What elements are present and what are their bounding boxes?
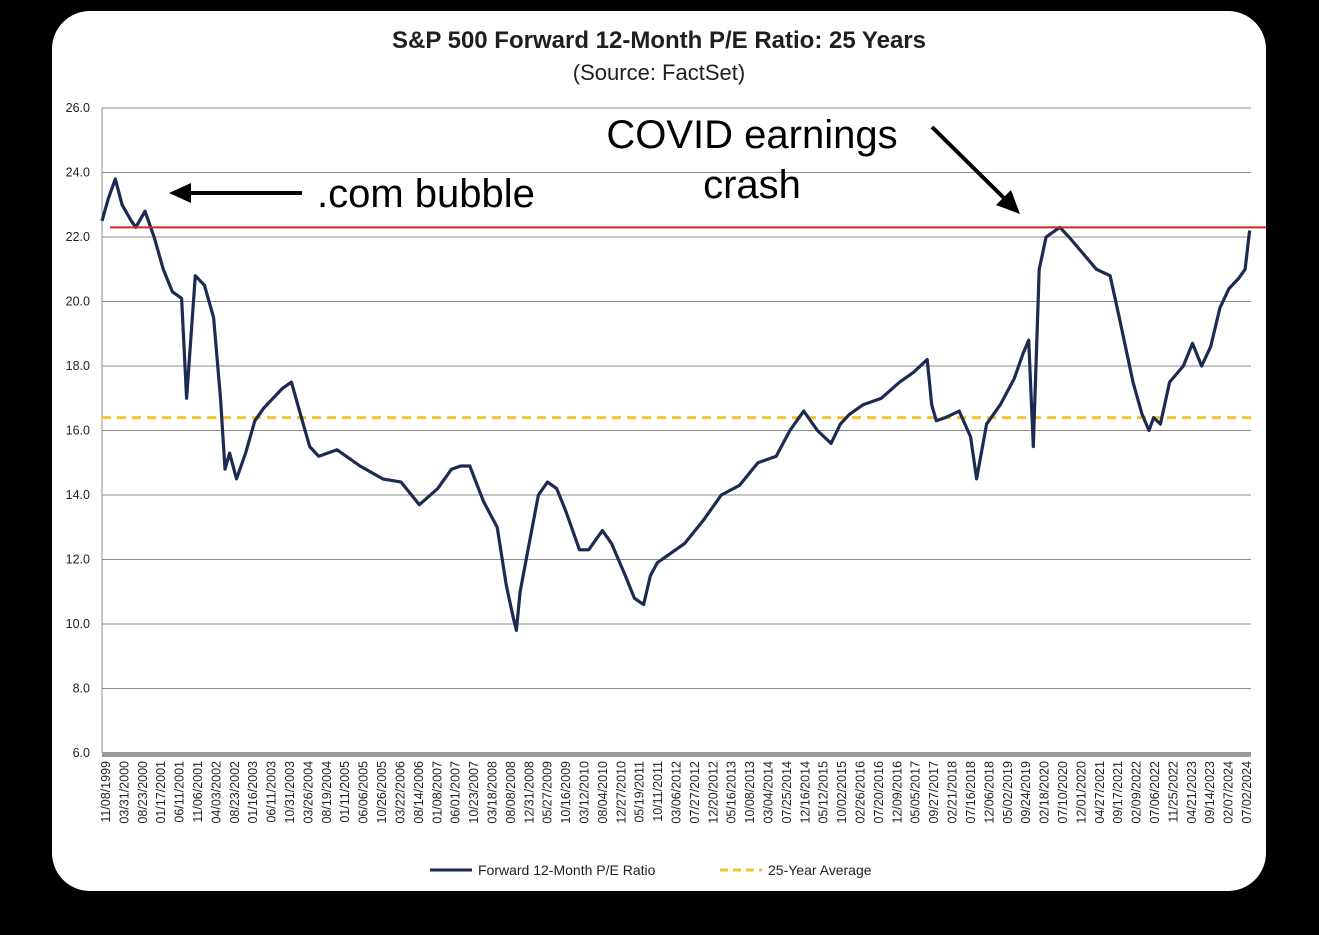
pe-ratio-chart: S&P 500 Forward 12-Month P/E Ratio: 25 Y…	[66, 27, 1266, 878]
y-axis-ticks: 6.0 8.0 10.0 12.0 14.0 16.0 18.0 20.0 22.0 24.0 26…	[66, 101, 90, 760]
x-axis	[102, 752, 1251, 757]
x-tick-label: 02/18/2020	[1038, 761, 1052, 824]
x-tick-label: 03/06/2012	[670, 761, 684, 824]
x-tick-label: 10/16/2009	[559, 761, 573, 824]
x-tick-label: 10/23/2007	[467, 761, 481, 824]
x-tick-label: 08/19/2004	[320, 761, 334, 824]
y-tick-label: 6.0	[73, 746, 90, 760]
x-tick-label: 06/11/2001	[173, 761, 187, 823]
y-tick-label: 16.0	[66, 424, 90, 438]
x-tick-label: 12/01/2020	[1074, 761, 1088, 824]
x-tick-label: 10/11/2011	[651, 761, 665, 822]
x-tick-label: 01/11/2005	[338, 761, 352, 823]
x-tick-label: 06/01/2007	[449, 761, 463, 824]
legend-pe-label: Forward 12-Month P/E Ratio	[478, 862, 656, 878]
x-tick-label: 08/23/2002	[228, 761, 242, 824]
annotation-bubble: .com bubble	[169, 172, 535, 216]
chart-subtitle: (Source: FactSet)	[573, 60, 745, 85]
y-tick-label: 14.0	[66, 488, 90, 502]
x-tick-label: 08/23/2000	[136, 761, 150, 824]
x-tick-label: 09/17/2021	[1111, 761, 1125, 824]
y-tick-label: 8.0	[73, 682, 90, 696]
x-tick-label: 03/26/2004	[301, 761, 315, 824]
bubble-annotation: .com bubble	[317, 172, 535, 216]
x-tick-label: 07/10/2020	[1056, 761, 1070, 824]
y-tick-label: 24.0	[66, 166, 90, 180]
x-tick-label: 10/26/2005	[375, 761, 389, 824]
legend-average-label: 25-Year Average	[768, 862, 872, 878]
x-tick-label: 10/02/2015	[835, 761, 849, 824]
x-tick-label: 02/26/2016	[854, 761, 868, 824]
x-tick-label: 09/24/2019	[1019, 761, 1033, 824]
pe-series	[100, 177, 1252, 632]
covid-annotation-line1: COVID earnings	[606, 113, 897, 157]
y-tick-label: 26.0	[66, 101, 90, 115]
x-tick-label: 08/14/2006	[412, 761, 426, 824]
x-axis-ticks: 11/08/1999 03/31/2000 08/23/2000 01/17/2001…	[99, 761, 1254, 824]
x-tick-label: 09/14/2023	[1203, 761, 1217, 824]
x-tick-label: 09/27/2017	[927, 761, 941, 824]
x-tick-label: 04/03/2002	[209, 761, 223, 824]
x-tick-label: 03/31/2000	[117, 761, 131, 824]
x-tick-label: 08/08/2008	[504, 761, 518, 824]
x-tick-label: 03/22/2006	[394, 761, 408, 824]
y-tick-label: 18.0	[66, 359, 90, 373]
x-tick-label: 07/20/2016	[872, 761, 886, 824]
x-tick-label: 11/25/2022	[1166, 761, 1180, 823]
x-tick-label: 08/04/2010	[596, 761, 610, 824]
x-tick-label: 10/31/2003	[283, 761, 297, 824]
x-tick-label: 01/08/2007	[430, 761, 444, 824]
covid-annotation-line2: crash	[703, 163, 801, 207]
annotation-covid: COVID earnings crash	[606, 113, 1020, 214]
x-tick-label: 11/08/1999	[99, 761, 113, 823]
y-tick-label: 20.0	[66, 295, 90, 309]
x-tick-label: 10/08/2013	[743, 761, 757, 824]
x-tick-label: 12/06/2018	[982, 761, 996, 824]
x-tick-label: 01/17/2001	[154, 761, 168, 824]
x-axis-band	[102, 752, 1251, 757]
chart-title: S&P 500 Forward 12-Month P/E Ratio: 25 Y…	[392, 27, 926, 54]
x-tick-label: 07/16/2018	[964, 761, 978, 824]
grid-lines	[101, 107, 1251, 753]
x-tick-label: 05/16/2013	[725, 761, 739, 824]
x-tick-label: 01/16/2003	[246, 761, 260, 824]
x-tick-label: 07/06/2022	[1148, 761, 1162, 824]
x-tick-label: 03/18/2008	[486, 761, 500, 824]
pe-series-line	[100, 177, 1252, 632]
x-tick-label: 02/09/2022	[1130, 761, 1144, 824]
x-tick-label: 03/12/2010	[578, 761, 592, 824]
chart-card: S&P 500 Forward 12-Month P/E Ratio: 25 Y…	[52, 11, 1266, 891]
x-tick-label: 07/02/2024	[1240, 761, 1254, 824]
covid-arrow-shaft	[930, 125, 1009, 203]
x-tick-label: 12/20/2012	[706, 761, 720, 824]
x-tick-label: 05/02/2019	[1001, 761, 1015, 824]
x-tick-label: 11/06/2001	[191, 761, 205, 823]
x-tick-label: 04/27/2021	[1093, 761, 1107, 824]
x-tick-label: 05/05/2017	[909, 761, 923, 824]
y-tick-label: 10.0	[66, 617, 90, 631]
x-tick-label: 12/31/2008	[522, 761, 536, 824]
x-tick-label: 07/27/2012	[688, 761, 702, 824]
y-tick-label: 12.0	[66, 553, 90, 567]
x-tick-label: 06/11/2003	[265, 761, 279, 823]
x-tick-label: 07/25/2014	[780, 761, 794, 824]
x-tick-label: 12/09/2016	[890, 761, 904, 824]
x-tick-label: 04/21/2023	[1185, 761, 1199, 824]
x-tick-label: 02/21/2018	[946, 761, 960, 824]
covid-arrow-head	[996, 190, 1020, 214]
x-tick-label: 12/16/2014	[798, 761, 812, 824]
x-tick-label: 05/19/2011	[633, 761, 647, 823]
x-tick-label: 12/27/2010	[614, 761, 628, 824]
x-tick-label: 03/04/2014	[762, 761, 776, 824]
x-tick-label: 02/07/2024	[1222, 761, 1236, 824]
x-tick-label: 05/27/2009	[541, 761, 555, 824]
x-tick-label: 05/12/2015	[817, 761, 831, 824]
bubble-arrow-head	[169, 183, 191, 203]
x-tick-label: 06/06/2005	[357, 761, 371, 824]
y-tick-label: 22.0	[66, 230, 90, 244]
legend: Forward 12-Month P/E Ratio 25-Year Avera…	[430, 862, 872, 878]
